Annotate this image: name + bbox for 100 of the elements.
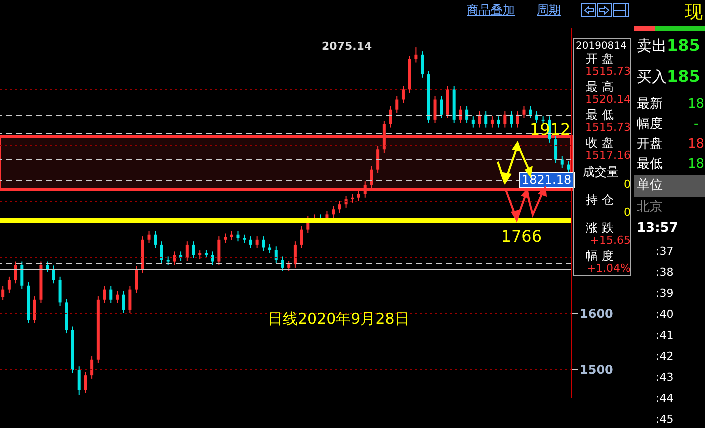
candlestick: [358, 190, 360, 202]
candlestick: [211, 251, 214, 266]
annotation: 1821.18: [519, 172, 575, 188]
candlestick: [274, 246, 278, 264]
candlestick: [332, 206, 336, 219]
candlestick: [46, 261, 50, 273]
candlestick: [135, 266, 138, 294]
text: :40: [656, 308, 674, 322]
text: -: [694, 117, 699, 132]
text: 最低: [637, 157, 663, 172]
candlestick: [249, 236, 252, 249]
candlestick: [186, 241, 189, 262]
candlestick: [567, 160, 570, 174]
candlestick: [510, 111, 514, 128]
text: 成交量: [583, 165, 619, 180]
y-tick-label: 1500: [580, 363, 614, 378]
y-tick-label: 1600: [580, 307, 614, 322]
candlestick: [497, 116, 500, 128]
text: 1517.16: [586, 149, 631, 162]
candlestick: [173, 251, 176, 266]
text: 18: [688, 157, 705, 172]
text: 0: [624, 206, 631, 220]
text: 商品叠加: [467, 3, 515, 18]
candlestick: [560, 156, 564, 169]
candlestick: [192, 241, 196, 259]
text: :38: [656, 266, 674, 280]
candlestick: [262, 236, 266, 252]
candlestick: [472, 116, 475, 128]
text: 买入: [637, 68, 667, 86]
candlestick: [8, 276, 11, 294]
text: 幅 度: [586, 249, 614, 264]
candlestick: [414, 47, 418, 64]
text: 18: [688, 137, 705, 152]
candlestick: [522, 106, 526, 119]
text: :43: [656, 371, 674, 384]
candlestick: [103, 286, 106, 304]
annotation: 2075.14: [322, 40, 372, 53]
candlestick: [154, 231, 158, 249]
candlestick: [402, 86, 405, 104]
text: 开 盘: [586, 52, 614, 66]
candlestick: [529, 106, 532, 119]
text: 现: [685, 2, 703, 23]
candlestick: [33, 296, 36, 324]
text: 20190814: [576, 41, 627, 52]
candlestick: [84, 372, 88, 394]
text: 持 仓: [586, 193, 614, 208]
candlestick: [504, 111, 507, 128]
text: 1520.14: [586, 93, 631, 106]
candlestick: [148, 231, 151, 244]
candlestick: [58, 276, 62, 307]
candlestick: [110, 286, 113, 304]
text: 0: [624, 178, 631, 192]
text: 卖出: [637, 37, 667, 55]
candlestick: [376, 146, 380, 174]
candlestick: [116, 290, 119, 304]
candlestick: [128, 286, 132, 314]
text: :42: [656, 350, 674, 364]
candlestick: [256, 236, 259, 249]
candlestick: [281, 256, 284, 272]
candlestick: [20, 261, 24, 290]
text: 最 高: [586, 80, 614, 94]
candlestick: [364, 181, 367, 198]
ref-line-label: 1766: [501, 226, 542, 246]
text: 1515.73: [586, 65, 631, 78]
candlestick: [440, 96, 444, 119]
candlestick: [224, 233, 228, 244]
text: 185: [667, 67, 700, 86]
text: +1.04%: [586, 262, 631, 276]
text: 开盘: [637, 137, 663, 152]
candlestick: [236, 231, 240, 242]
candlestick: [396, 96, 399, 114]
candlestick: [122, 290, 126, 314]
candlestick: [160, 241, 164, 264]
candlestick: [421, 51, 424, 78]
text: 最 低: [586, 108, 614, 122]
text: 幅度: [637, 117, 663, 132]
candlestick: [300, 226, 304, 249]
candlestick: [218, 236, 221, 266]
text: :45: [656, 413, 674, 426]
annotation: 日线2020年9月28日: [268, 310, 410, 329]
text: :37: [656, 245, 674, 258]
text: 周期: [537, 3, 561, 18]
text: 单位: [637, 178, 663, 194]
text: 1515.73: [586, 121, 631, 134]
candlestick: [389, 106, 392, 128]
candlestick: [370, 166, 374, 189]
text: :41: [656, 329, 674, 342]
candlestick: [554, 136, 558, 164]
text: 涨 跌: [586, 221, 614, 236]
candlestick: [90, 356, 94, 380]
candlestick: [338, 200, 342, 214]
text: 18: [688, 97, 705, 112]
candlestick: [288, 260, 291, 272]
candlestick: [180, 251, 183, 262]
candlestick: [434, 96, 437, 124]
candlestick: [466, 106, 469, 124]
candlestick: [2, 286, 5, 301]
candlestick: [14, 261, 18, 284]
text: :44: [656, 392, 674, 406]
text: 收 盘: [586, 136, 614, 150]
